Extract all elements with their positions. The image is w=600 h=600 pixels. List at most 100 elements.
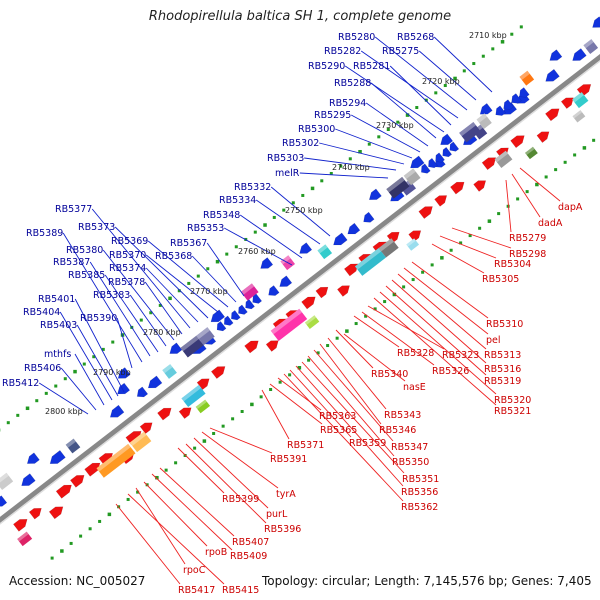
forward-leader-line	[301, 361, 405, 474]
forward-gene-label: RB5350	[392, 457, 429, 468]
forward-gene-label: RB5326	[432, 366, 469, 377]
ruler-dot	[259, 395, 263, 399]
feature-block-shape	[317, 244, 333, 260]
gene-arrow-shape	[279, 275, 293, 287]
ruler-dot	[472, 62, 476, 66]
kbp-tick-label: 2730 kbp	[376, 121, 414, 130]
forward-gene-label: RB5399	[222, 494, 259, 505]
reverse-gene	[231, 310, 241, 321]
ruler-dot	[335, 336, 339, 340]
feature-block-gloss	[129, 431, 147, 446]
ruler-dot	[54, 384, 58, 388]
reverse-gene-label: RB5294	[329, 98, 366, 109]
ruler-dot	[149, 311, 153, 315]
feature-block-gloss	[378, 238, 394, 252]
reverse-leader-line	[116, 317, 133, 369]
reverse-gene	[169, 342, 183, 354]
reverse-feature	[519, 70, 535, 86]
forward-feature	[96, 443, 136, 478]
forward-gene	[536, 131, 550, 143]
ruler-dot	[516, 197, 520, 201]
gene-arrow-shape	[449, 141, 460, 152]
ruler-dot	[16, 413, 20, 417]
forward-feature	[572, 92, 589, 109]
reverse-gene-label: RB5369	[111, 236, 148, 247]
forward-gene-label: RB5321	[494, 406, 531, 417]
forward-leader-line	[335, 329, 374, 369]
reverse-gene-label: mthfs	[44, 349, 71, 360]
ruler-dot	[424, 98, 428, 102]
reverse-gene	[279, 275, 293, 287]
ruler-dot	[63, 377, 67, 381]
ruler-dot	[231, 417, 235, 421]
ruler-dot	[563, 160, 567, 164]
gene-arrow-shape	[545, 68, 560, 82]
gene-arrow-shape	[592, 16, 600, 28]
forward-gene-label: RB5313	[484, 350, 521, 361]
gene-arrow-shape	[223, 315, 234, 326]
ruler-dot	[69, 541, 73, 545]
gene-arrow-shape	[26, 452, 40, 464]
reverse-gene	[268, 285, 280, 296]
reverse-gene	[238, 304, 248, 315]
reverse-gene	[503, 99, 514, 110]
forward-gene	[178, 407, 192, 420]
reverse-gene	[545, 68, 560, 82]
forward-leader-line	[353, 315, 400, 348]
reverse-cluster	[476, 113, 492, 129]
reverse-gene-label: RB5380	[66, 245, 103, 256]
ruler-dot	[250, 402, 254, 407]
reverse-cluster	[403, 168, 421, 186]
ruler-dot	[272, 215, 276, 219]
reverse-gene	[347, 222, 361, 235]
gene-arrow-shape	[169, 342, 183, 354]
reverse-gene	[440, 133, 454, 146]
feature-block-shape	[0, 472, 14, 490]
ruler-dot	[291, 201, 295, 205]
reverse-leader-line	[223, 227, 293, 266]
feature-block-shape	[519, 70, 535, 86]
forward-gene-label: dapA	[558, 202, 583, 213]
reverse-leader-line	[102, 249, 175, 341]
feature-block-shape	[525, 146, 538, 160]
gene-arrow-shape	[260, 257, 274, 269]
forward-gene-label: RB5347	[391, 442, 428, 453]
ruler-dot	[101, 347, 105, 351]
reverse-gene-label: RB5373	[78, 222, 115, 233]
reverse-feature	[317, 244, 333, 260]
ruler-dot	[269, 388, 273, 392]
reverse-cluster	[459, 121, 481, 143]
forward-gene	[210, 366, 226, 379]
forward-gene-label: rpoC	[183, 565, 206, 576]
forward-gene	[510, 135, 525, 149]
forward-leader-line	[185, 443, 267, 524]
kbp-tick-label: 2800 kbp	[45, 407, 83, 416]
ruler-dot	[326, 344, 330, 348]
leader-layer	[38, 36, 561, 585]
gene-arrow-shape	[347, 222, 361, 235]
forward-gene-label: RB5391	[270, 454, 307, 465]
forward-leader-line	[127, 493, 225, 585]
reverse-gene	[442, 146, 453, 158]
forward-leader-line	[397, 273, 487, 350]
feature-block-gloss	[270, 308, 303, 335]
kbp-tick-label: 2750 kbp	[285, 206, 323, 215]
forward-gene	[265, 340, 279, 352]
forward-gene-label: RB5351	[402, 474, 439, 485]
reverse-gene-label: RB5370	[109, 250, 146, 261]
ruler-dot	[339, 164, 343, 168]
reverse-gene-label: RB5412	[2, 378, 39, 389]
reverse-feature	[0, 472, 14, 490]
ruler-dot	[354, 322, 358, 326]
reverse-cluster	[196, 327, 215, 346]
forward-leader-line	[379, 291, 497, 395]
reverse-gene	[410, 155, 425, 169]
ruler-dot	[301, 193, 305, 197]
ruler-dot	[487, 219, 492, 223]
forward-gene-label: nasE	[403, 382, 426, 393]
reverse-gene-label: RB5378	[108, 277, 145, 288]
feature-block-shape	[96, 443, 136, 478]
reverse-gene-label: RB5288	[334, 78, 371, 89]
forward-gene	[434, 195, 448, 207]
forward-leader-line	[177, 447, 225, 494]
